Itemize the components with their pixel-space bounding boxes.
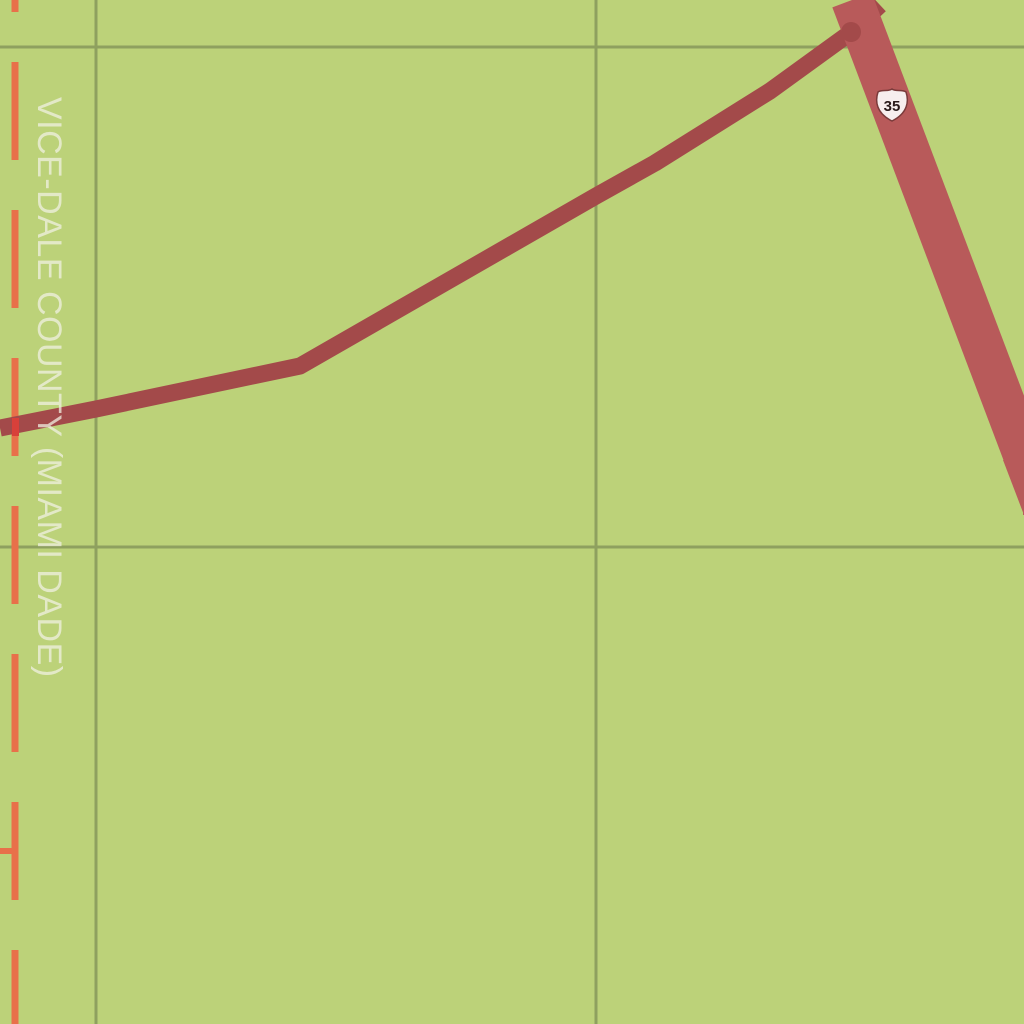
shield-shape	[875, 88, 909, 122]
us-35-highway-edge	[1003, 455, 1024, 515]
county-boundary	[0, 0, 19, 1024]
shield-number: 35	[884, 98, 901, 115]
county-label: VICE-DALE COUNTY (MIAMI DADE)	[30, 97, 68, 678]
us-35-highway[interactable]	[832, 0, 1024, 463]
us-route-shield-icon[interactable]: 35	[875, 88, 909, 122]
highway-junction	[841, 22, 861, 42]
boundary-crossing-marker	[12, 418, 19, 436]
secondary-highway[interactable]	[0, 0, 886, 437]
